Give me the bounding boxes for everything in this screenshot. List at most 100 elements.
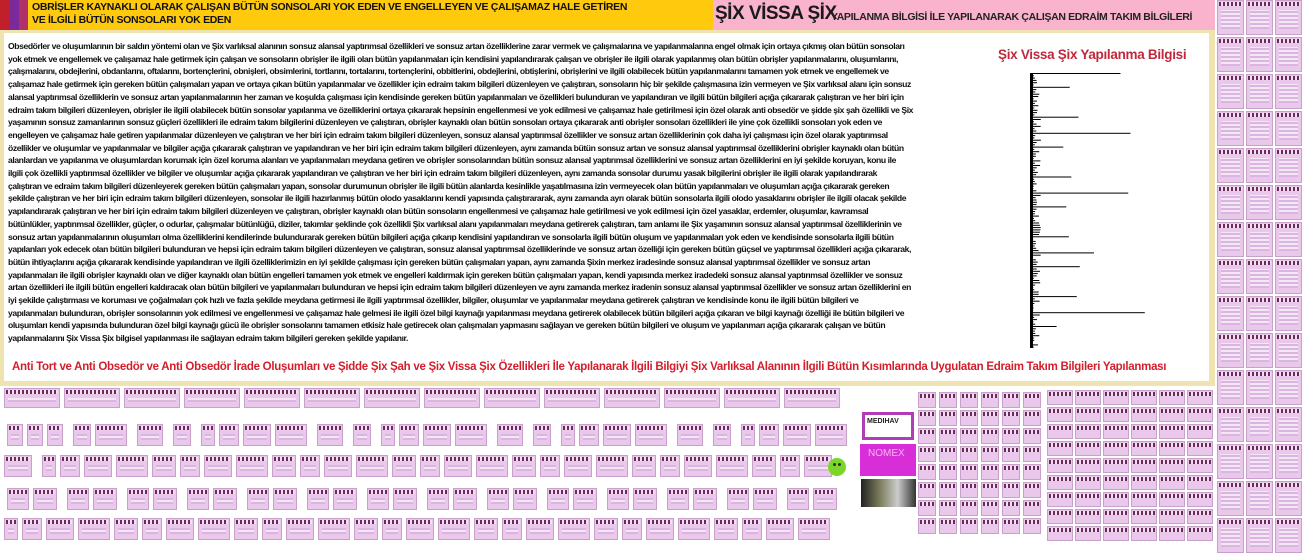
thumbnail[interactable] [713,424,731,446]
thumbnail[interactable] [153,488,177,510]
thumbnail[interactable] [219,424,239,446]
thumbnail[interactable] [1002,392,1020,408]
thumbnail[interactable] [353,424,371,446]
thumbnail[interactable] [1217,74,1244,109]
thumbnail[interactable] [78,518,110,540]
thumbnail[interactable] [1159,526,1185,541]
thumbnail[interactable] [275,424,307,446]
thumbnail[interactable] [716,455,748,477]
thumbnail[interactable] [1217,481,1244,516]
thumbnail[interactable] [1002,446,1020,462]
thumbnail[interactable] [124,388,180,408]
thumbnail[interactable] [724,388,780,408]
thumbnail[interactable] [455,424,487,446]
thumbnail[interactable] [573,488,597,510]
thumbnail[interactable] [603,424,631,446]
thumbnail[interactable] [427,488,449,510]
thumbnail[interactable] [1246,370,1273,405]
thumbnail[interactable] [234,518,258,540]
thumbnail[interactable] [607,488,629,510]
thumbnail[interactable] [1103,441,1129,456]
thumbnail[interactable] [497,424,523,446]
thumbnail[interactable] [474,518,498,540]
thumbnail[interactable] [1131,441,1157,456]
thumbnail[interactable] [1159,441,1185,456]
thumbnail[interactable] [1075,509,1101,524]
thumbnail[interactable] [1075,458,1101,473]
thumbnail[interactable] [393,488,417,510]
thumbnail[interactable] [1217,0,1244,35]
thumbnail[interactable] [918,482,936,498]
thumbnail[interactable] [1275,37,1302,72]
thumbnail[interactable] [939,446,957,462]
thumbnail[interactable] [783,424,811,446]
thumbnail[interactable] [73,424,91,446]
thumbnail[interactable] [633,488,657,510]
thumbnail[interactable] [1217,444,1244,479]
thumbnail[interactable] [939,500,957,516]
thumbnail[interactable] [646,518,674,540]
thumbnail[interactable] [382,518,402,540]
ad-banner-photo[interactable] [861,479,916,507]
thumbnail[interactable] [1131,509,1157,524]
thumbnail[interactable] [960,446,978,462]
thumbnail[interactable] [142,518,162,540]
thumbnail[interactable] [1075,390,1101,405]
thumbnail[interactable] [1246,185,1273,220]
thumbnail[interactable] [798,518,830,540]
thumbnail[interactable] [399,424,419,446]
thumbnail[interactable] [27,424,43,446]
thumbnail[interactable] [981,446,999,462]
thumbnail[interactable] [766,518,794,540]
thumbnail[interactable] [1002,518,1020,534]
thumbnail[interactable] [741,424,755,446]
thumbnail[interactable] [22,518,42,540]
thumbnail[interactable] [1131,407,1157,422]
thumbnail[interactable] [714,518,738,540]
thumbnail[interactable] [1002,410,1020,426]
thumbnail[interactable] [367,488,389,510]
thumbnail[interactable] [1075,475,1101,490]
thumbnail[interactable] [544,388,600,408]
thumbnail[interactable] [244,388,300,408]
thumbnail[interactable] [1275,370,1302,405]
thumbnail[interactable] [558,518,590,540]
thumbnail[interactable] [406,518,434,540]
thumbnail[interactable] [127,488,149,510]
thumbnail[interactable] [1275,185,1302,220]
thumbnail[interactable] [1131,492,1157,507]
thumbnail[interactable] [759,424,779,446]
thumbnail[interactable] [420,455,440,477]
thumbnail[interactable] [1275,74,1302,109]
thumbnail[interactable] [677,424,703,446]
thumbnail[interactable] [981,428,999,444]
thumbnail[interactable] [1275,111,1302,146]
thumbnail[interactable] [1075,492,1101,507]
thumbnail[interactable] [1023,392,1041,408]
thumbnail[interactable] [187,488,209,510]
thumbnail[interactable] [918,446,936,462]
thumbnail[interactable] [1002,482,1020,498]
thumbnail[interactable] [1217,518,1244,553]
thumbnail[interactable] [526,518,554,540]
thumbnail[interactable] [678,518,710,540]
thumbnail[interactable] [960,464,978,480]
thumbnail[interactable] [1075,441,1101,456]
thumbnail[interactable] [939,410,957,426]
thumbnail[interactable] [317,424,343,446]
thumbnail[interactable] [939,482,957,498]
thumbnail[interactable] [198,518,230,540]
thumbnail[interactable] [780,455,800,477]
thumbnail[interactable] [533,424,551,446]
thumbnail[interactable] [33,488,57,510]
thumbnail[interactable] [1187,492,1213,507]
thumbnail[interactable] [46,518,74,540]
thumbnail[interactable] [1047,458,1073,473]
ad-banner-nomex[interactable]: NOMEX [860,444,916,476]
thumbnail[interactable] [1187,509,1213,524]
thumbnail[interactable] [1047,526,1073,541]
thumbnail[interactable] [4,455,32,477]
thumbnail[interactable] [512,455,536,477]
thumbnail[interactable] [981,518,999,534]
thumbnail[interactable] [1187,441,1213,456]
